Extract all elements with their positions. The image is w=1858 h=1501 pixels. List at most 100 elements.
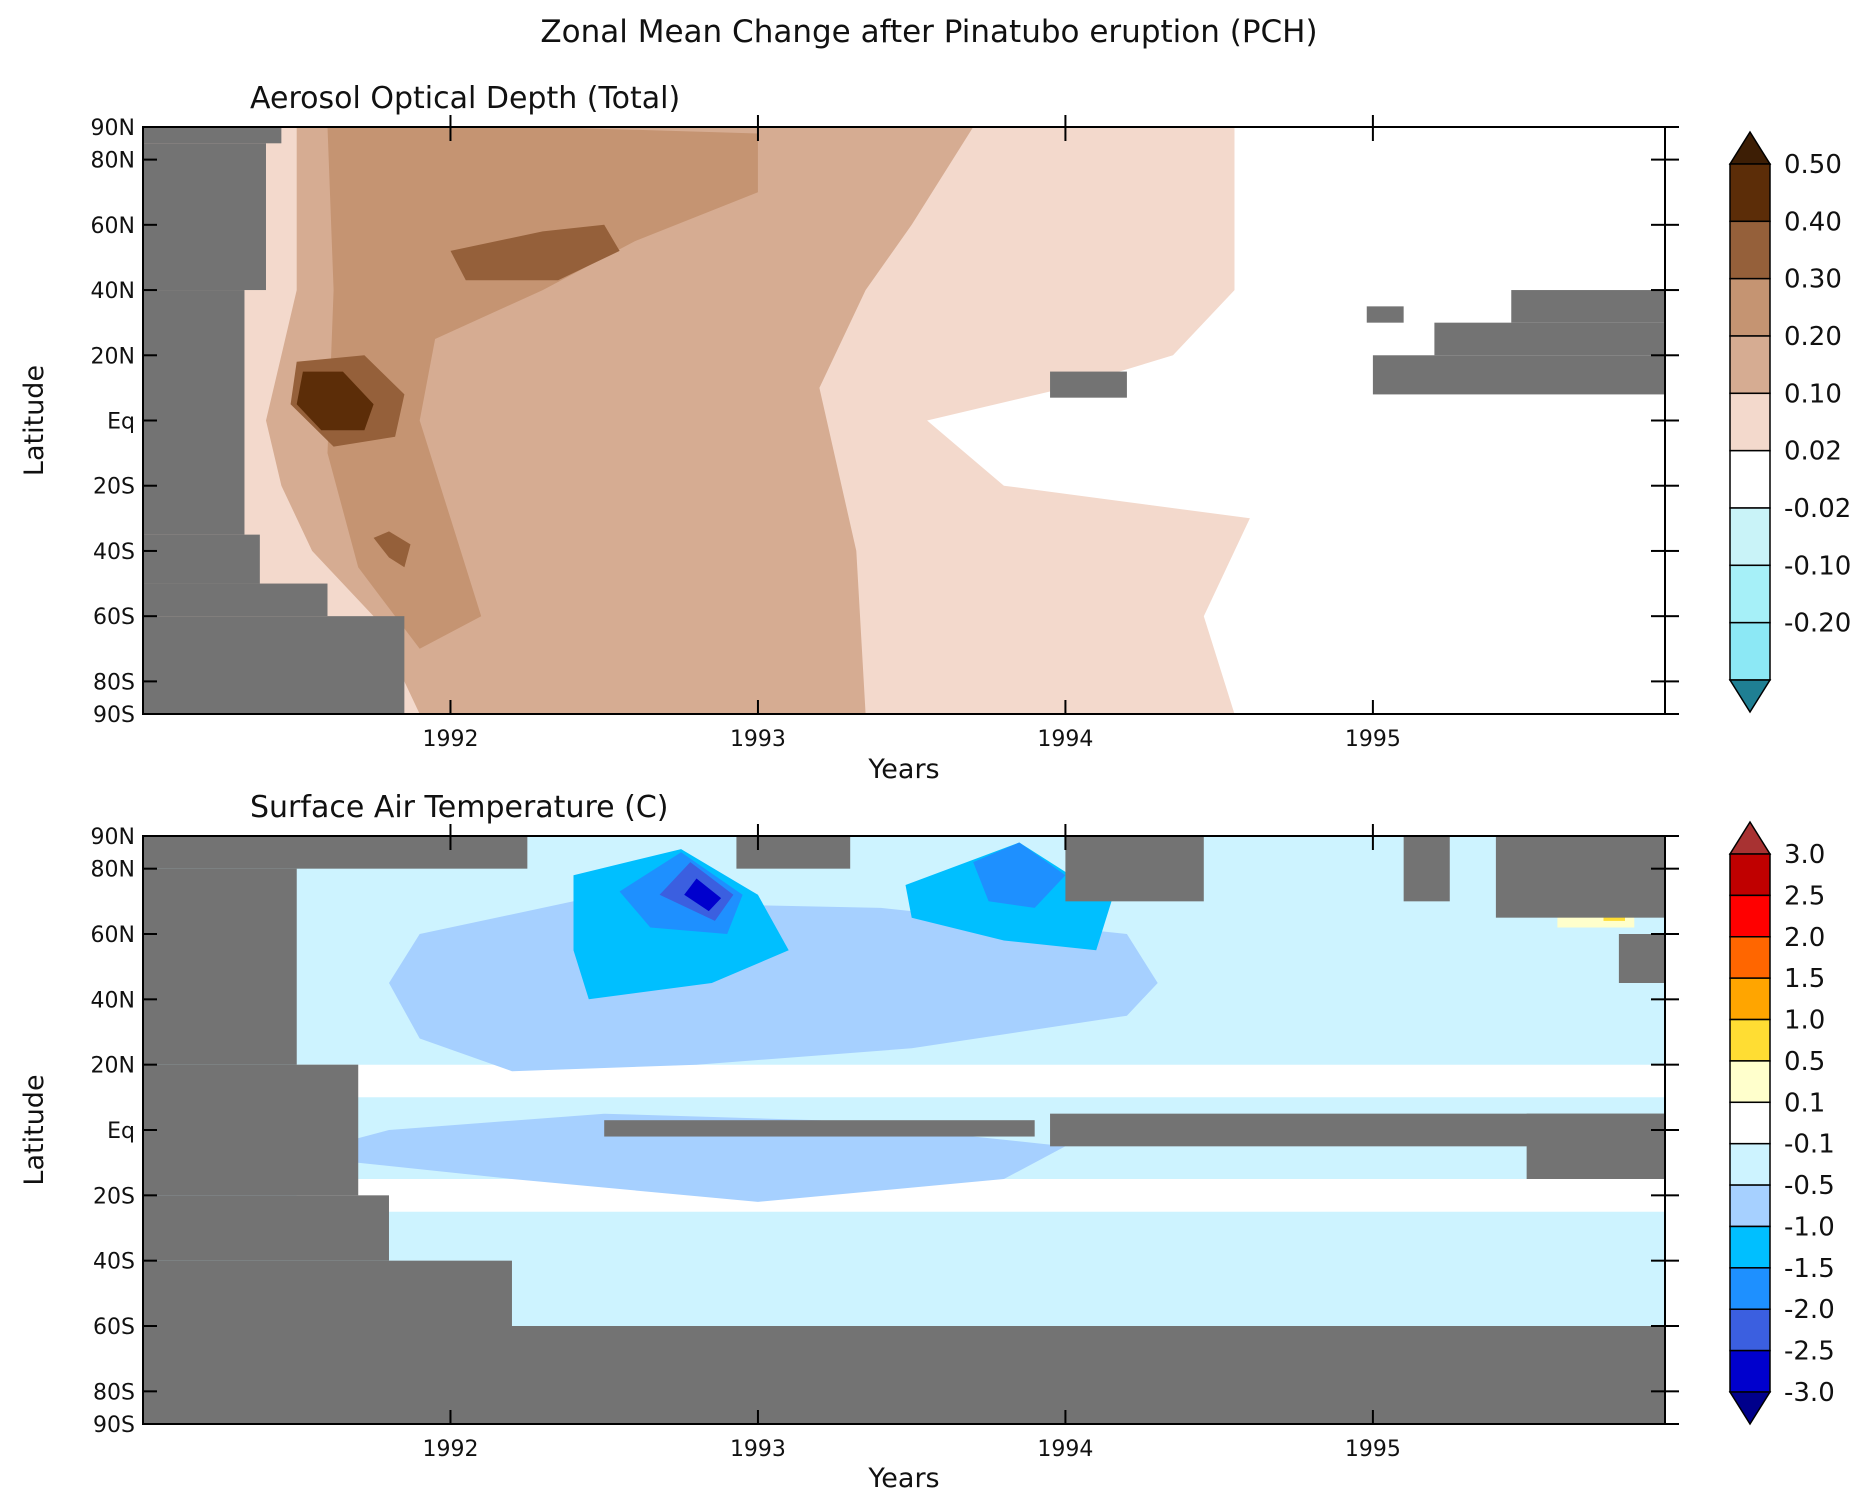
colorbar-segment xyxy=(1729,1060,1771,1104)
colorbar-label: -0.1 xyxy=(1784,1130,1835,1160)
colorbar-label: 3.0 xyxy=(1784,840,1825,870)
y-tick-label: 80S xyxy=(93,670,135,695)
colorbar-under-triangle xyxy=(1728,679,1772,714)
colorbar: 0.50 0.40 0.30 0.20 0.10 0.02 -0.02 -0.10 -0.20 xyxy=(1728,130,1851,714)
missing-data-block-12 xyxy=(1495,836,1665,918)
y-axis-label: Latitude xyxy=(19,1074,50,1185)
colorbar-label: -0.5 xyxy=(1784,1171,1835,1201)
x-tick-label: 1994 xyxy=(1037,1437,1093,1462)
missing-data-block-11 xyxy=(1403,836,1450,902)
colorbar-label: -0.20 xyxy=(1784,609,1851,639)
colorbar-label: 0.20 xyxy=(1784,322,1842,352)
x-tick-label: 1992 xyxy=(422,1437,478,1462)
colorbar-label: -0.10 xyxy=(1784,551,1851,581)
missing-data-block-3 xyxy=(143,290,245,535)
y-axis-label: Latitude xyxy=(19,365,50,476)
colorbar-over-triangle xyxy=(1728,820,1772,855)
missing-data-block-2 xyxy=(143,868,297,1065)
colorbar-label: 0.5 xyxy=(1784,1047,1825,1077)
contour-region-3 xyxy=(450,224,620,281)
panel-2: Surface Air Temperature (C) 90S 80S 60S 40S 2… xyxy=(19,790,1835,1494)
main-title: Zonal Mean Change after Pinatubo eruptio… xyxy=(540,14,1318,50)
y-tick-label: 90S xyxy=(93,1413,135,1438)
colorbar-segment xyxy=(1729,1018,1771,1062)
contour-region-5 xyxy=(373,531,411,568)
missing-data-block-10 xyxy=(1434,322,1665,356)
y-tick-label: 20S xyxy=(93,475,135,500)
contour-layer xyxy=(143,836,1665,1424)
y-tick-label: 40N xyxy=(91,279,135,304)
y-tick-label: 20N xyxy=(91,344,135,369)
colorbar-label: 0.02 xyxy=(1784,437,1842,467)
colorbar-label: -1.5 xyxy=(1784,1254,1835,1284)
missing-data-block-8 xyxy=(1366,306,1404,323)
colorbar-label: 2.5 xyxy=(1784,881,1825,911)
colorbar-segment xyxy=(1729,507,1771,567)
colorbar-label: -3.0 xyxy=(1784,1378,1835,1408)
y-tick-label: 90N xyxy=(91,116,135,141)
contour-layer xyxy=(143,127,1665,714)
y-tick-label: 40N xyxy=(91,988,135,1013)
x-tick-label: 1993 xyxy=(730,1437,786,1462)
contour-region-6 xyxy=(296,371,374,431)
contour-region-10 xyxy=(684,878,722,912)
colorbar-label: 0.1 xyxy=(1784,1088,1825,1118)
colorbar-segment xyxy=(1729,163,1771,223)
colorbar-segment xyxy=(1729,220,1771,280)
missing-data-block-7 xyxy=(1050,371,1127,398)
colorbar-segment xyxy=(1729,1349,1771,1393)
missing-data-block-2 xyxy=(143,143,266,291)
y-tick-label: 80N xyxy=(91,149,135,174)
colorbar-segment xyxy=(1729,1101,1771,1145)
colorbar-segment xyxy=(1729,853,1771,897)
x-tick-label: 1993 xyxy=(730,727,786,752)
colorbar-segment xyxy=(1729,1184,1771,1228)
colorbar-label: 2.0 xyxy=(1784,923,1825,953)
missing-data-block-14 xyxy=(1526,1113,1665,1179)
missing-data-block-4 xyxy=(143,534,260,584)
colorbar-label: 0.10 xyxy=(1784,379,1842,409)
y-tick-label: 20S xyxy=(93,1184,135,1209)
contour-region-2 xyxy=(327,127,758,649)
y-tick-label: 80N xyxy=(91,858,135,883)
colorbar-label: -2.5 xyxy=(1784,1337,1835,1367)
x-tick-label: 1995 xyxy=(1345,727,1401,752)
missing-data-block-8 xyxy=(604,1120,1035,1137)
missing-data-block-5 xyxy=(143,1260,512,1326)
x-tick-label: 1992 xyxy=(422,727,478,752)
missing-data-block-4 xyxy=(143,1195,389,1261)
contour-region-1 xyxy=(296,1064,1665,1098)
colorbar-segment xyxy=(1729,392,1771,452)
y-tick-label: 20N xyxy=(91,1054,135,1079)
colorbar-segment xyxy=(1729,1142,1771,1186)
y-tick-label: 60S xyxy=(93,1315,135,1340)
colorbar-segment xyxy=(1729,1267,1771,1310)
y-tick-label: Eq xyxy=(107,410,135,435)
colorbar-over-triangle xyxy=(1728,130,1772,165)
y-tick-label: 60S xyxy=(93,605,135,630)
missing-data-block-6 xyxy=(143,616,405,714)
missing-data-block-1 xyxy=(143,127,282,144)
panel-title: Aerosol Optical Depth (Total) xyxy=(250,81,680,116)
colorbar-label: -2.0 xyxy=(1784,1295,1835,1325)
colorbar-segment xyxy=(1729,1308,1771,1352)
colorbar-segment xyxy=(1729,894,1771,938)
x-tick-label: 1995 xyxy=(1345,1437,1401,1462)
colorbar-segment xyxy=(1729,564,1771,624)
colorbar-segment xyxy=(1729,277,1771,337)
colorbar: 3.0 2.5 2.0 1.5 1.0 0.5 0.1 -0.1 -0.5 -1.0 -1.5 -2.… xyxy=(1728,820,1835,1426)
contour-region-8 xyxy=(973,842,1066,908)
colorbar-under-triangle xyxy=(1728,1391,1772,1426)
panel-title: Surface Air Temperature (C) xyxy=(250,790,668,825)
missing-data-block-9 xyxy=(736,836,851,869)
y-tick-label: 80S xyxy=(93,1380,135,1405)
colorbar-label: 0.50 xyxy=(1784,150,1842,180)
x-axis-label: Years xyxy=(867,754,939,785)
x-axis-label: Years xyxy=(867,1463,939,1494)
y-tick-label: 90S xyxy=(93,703,135,728)
colorbar-segment xyxy=(1729,449,1771,509)
colorbar-segment xyxy=(1729,936,1771,979)
missing-data-block-10 xyxy=(1065,836,1204,902)
colorbar-label: -0.02 xyxy=(1784,494,1851,524)
